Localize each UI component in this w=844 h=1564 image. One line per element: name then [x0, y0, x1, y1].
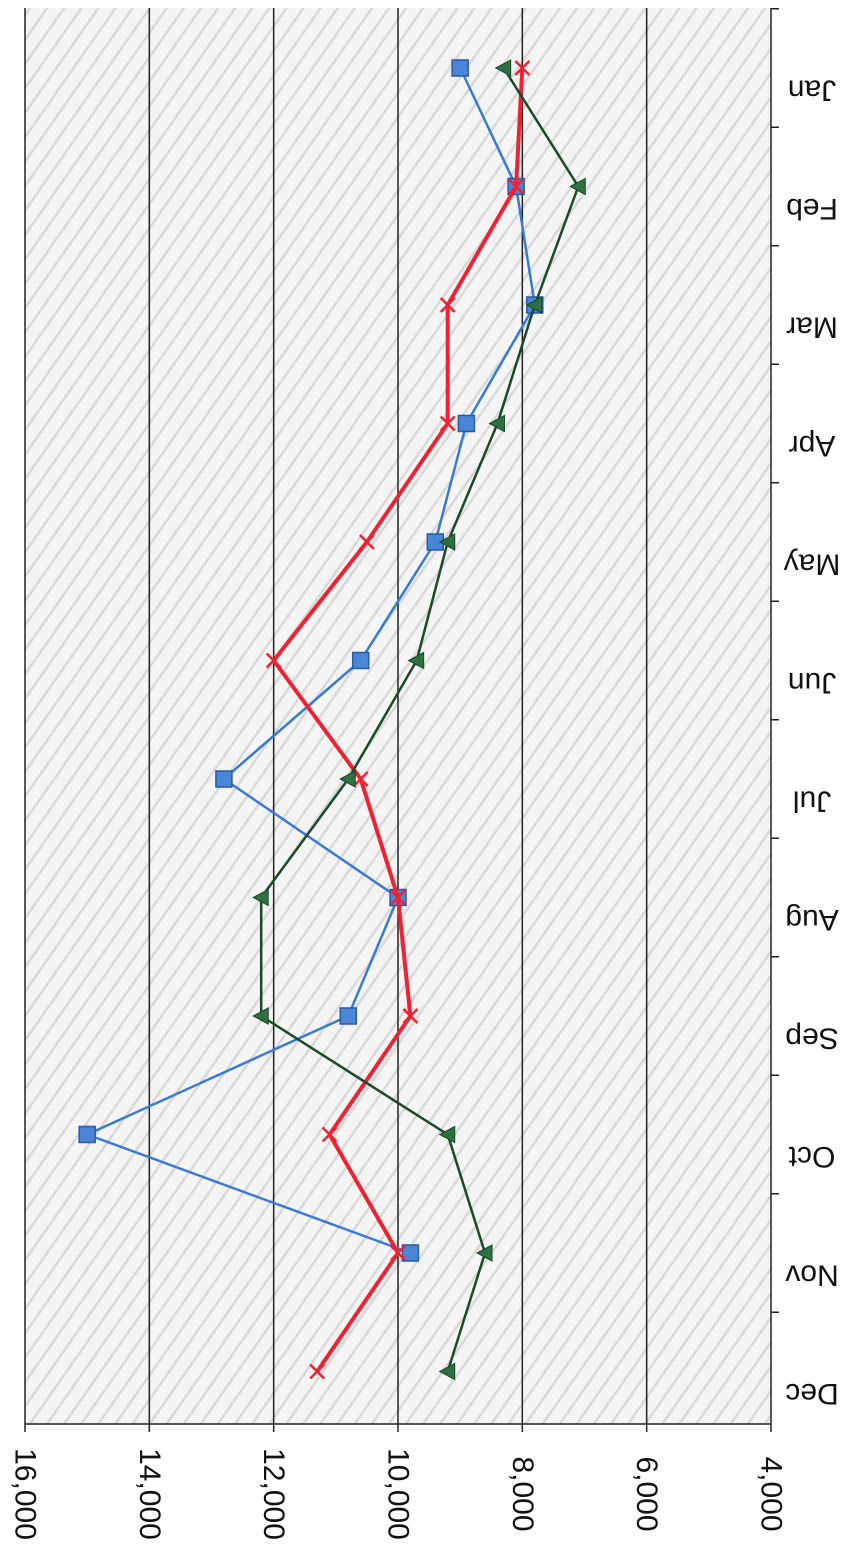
axes	[24, 8, 779, 1432]
data-point	[252, 1007, 269, 1025]
data-point	[402, 1008, 419, 1024]
category-tick-label: Nov	[785, 1259, 838, 1292]
value-tick-label: 12,000	[257, 1448, 290, 1540]
value-tick-label: 10,000	[382, 1448, 415, 1540]
value-tick-label: 6,000	[630, 1456, 663, 1531]
value-tick-label: 4,000	[755, 1456, 788, 1531]
category-tick-label: Dec	[785, 1377, 838, 1410]
value-tick-label: 14,000	[133, 1448, 166, 1540]
data-point	[439, 297, 456, 313]
data-point	[407, 651, 425, 670]
data-point	[78, 1125, 96, 1144]
category-tick-label: Aug	[785, 903, 838, 936]
value-tick-labels: 4,000 6,000 8,000 10,000 12,000 14,000 16,000	[9, 1448, 788, 1540]
data-point	[390, 1245, 406, 1261]
data-point	[508, 178, 525, 195]
data-point	[525, 296, 543, 314]
data-point	[339, 1007, 358, 1025]
data-point	[438, 1362, 456, 1381]
series-triangle	[252, 59, 586, 1381]
value-tick-label: 16,000	[9, 1448, 42, 1540]
data-point	[451, 59, 469, 77]
data-point	[265, 652, 282, 669]
data-point	[569, 177, 586, 196]
data-point	[514, 60, 531, 76]
series-group	[78, 59, 586, 1381]
category-tick-label: Apr	[789, 429, 836, 462]
category-tick-labels: Jan Feb Mar Apr May Jun Jul Aug Sep Oct Nov Dec	[784, 74, 841, 1411]
category-tick-label: May	[784, 548, 841, 581]
category-tick-label: Sep	[785, 1022, 838, 1055]
category-tick-label: Jun	[788, 666, 836, 699]
data-point	[321, 1126, 338, 1143]
category-tick-label: Jan	[788, 74, 836, 107]
data-point	[438, 1125, 456, 1144]
data-point	[475, 1244, 493, 1262]
category-tick-label: Jul	[793, 785, 831, 818]
data-point	[401, 1244, 420, 1262]
series-line	[259, 67, 580, 1372]
data-point	[215, 770, 233, 788]
data-point	[352, 771, 369, 787]
data-point	[488, 414, 505, 433]
category-tick-label: Mar	[786, 311, 838, 344]
series-line	[271, 67, 525, 1373]
category-tick-label: Oct	[788, 1140, 835, 1173]
data-point	[439, 415, 456, 432]
gridlines	[24, 8, 648, 1424]
data-point	[390, 889, 406, 906]
data-point	[309, 1363, 326, 1380]
data-point	[339, 770, 356, 788]
data-point	[252, 888, 269, 907]
data-point	[438, 533, 456, 551]
category-tick-label: Feb	[786, 192, 838, 225]
data-point	[457, 414, 476, 433]
value-tick-label: 8,000	[506, 1456, 539, 1531]
data-point	[359, 534, 375, 550]
series-x	[265, 60, 531, 1380]
data-point	[494, 59, 512, 77]
data-point	[351, 651, 370, 670]
